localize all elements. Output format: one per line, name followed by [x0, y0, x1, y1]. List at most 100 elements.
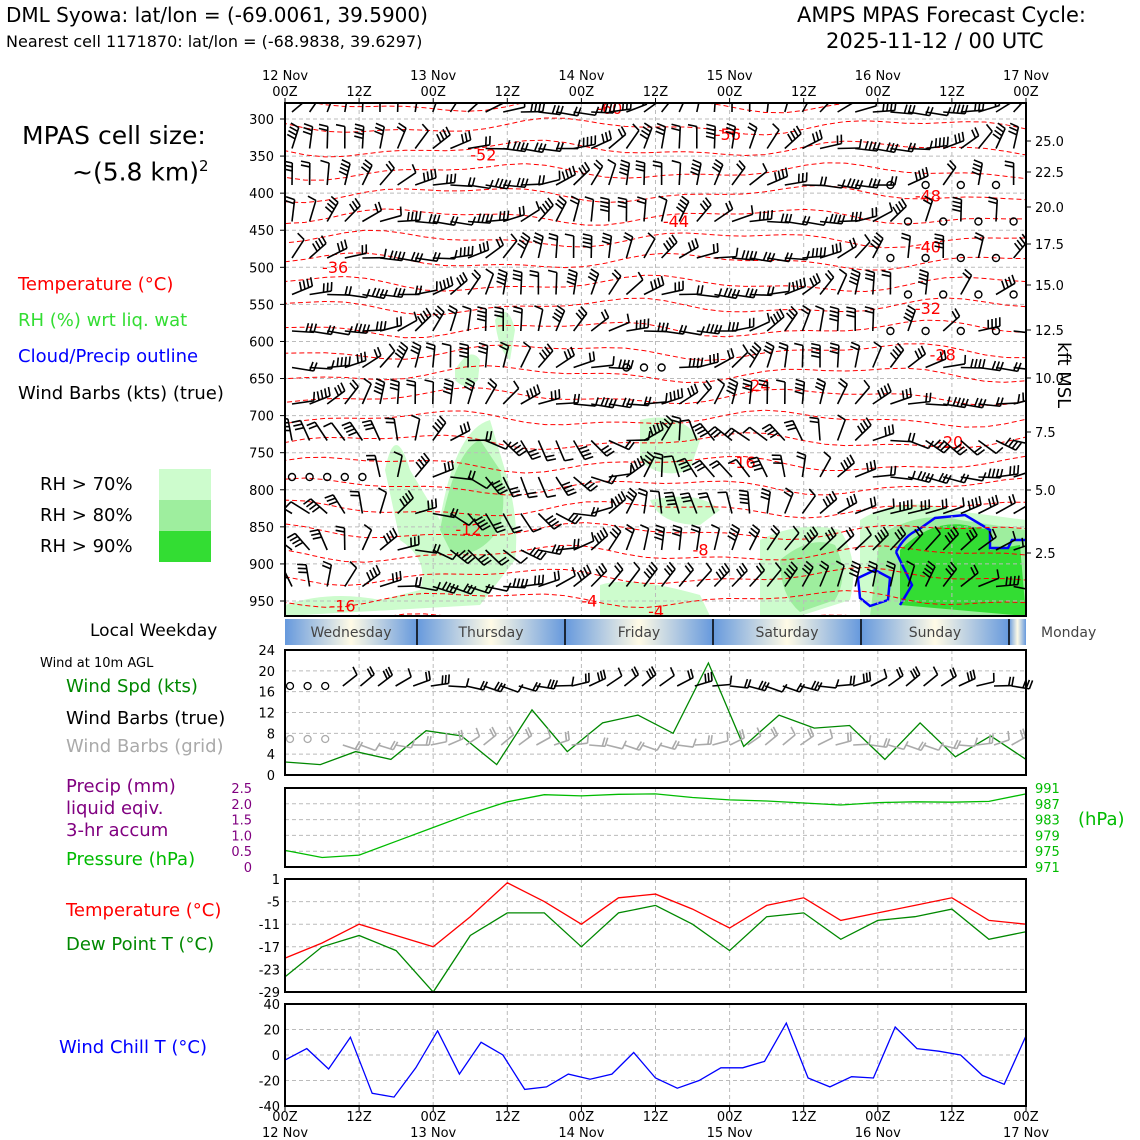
wind-barb-grid-flag — [917, 741, 924, 750]
xsec-wind-barb-flag — [642, 103, 645, 106]
wind-barb-grid — [993, 739, 1010, 746]
xsec-wind-barb — [688, 419, 698, 441]
temperature-contour — [285, 544, 1026, 563]
wind-barbs-grid-label: Wind Barbs (grid) — [66, 736, 224, 757]
xsec-wind-barb-flag — [406, 379, 416, 383]
xsec-wind-barb-flag — [668, 237, 675, 246]
xsec-wind-barb-flag — [823, 247, 827, 257]
xsec-wind-barb — [1013, 366, 1026, 370]
xsec-wind-barb-flag — [991, 468, 996, 478]
xsec-wind-barb-flag — [1008, 130, 1018, 136]
xsec-wind-barb-flag — [496, 280, 506, 286]
bottom-date-label: 17 Nov — [1003, 1126, 1049, 1140]
xsec-wind-barb-flag — [583, 566, 589, 576]
xsec-wind-barb — [625, 279, 644, 296]
xsec-wind-barb-flag — [389, 250, 394, 260]
xsec-wind-barb — [397, 172, 417, 186]
xsec-wind-barb-flag — [1031, 582, 1034, 590]
wind-barb-grid-flag — [846, 732, 850, 742]
xsec-wind-barb — [625, 129, 640, 149]
xsec-wind-barb-flag — [843, 459, 850, 469]
xsec-wind-barb-flag — [697, 492, 707, 495]
xsec-wind-barb-flag — [313, 323, 318, 333]
xsec-wind-barb-flag — [897, 342, 905, 351]
windchill-label: Wind Chill T (°C) — [59, 1037, 207, 1058]
xsec-wind-barb-flag — [518, 206, 522, 217]
xsec-wind-barb — [344, 103, 348, 113]
xsec-wind-barb-flag — [512, 269, 522, 274]
xsec-wind-barb-flag — [895, 203, 902, 213]
xsec-wind-barb-flag — [533, 235, 543, 242]
xsec-wind-barb-flag — [694, 238, 699, 248]
xsec-wind-barb-flag — [700, 357, 704, 367]
weekday-name: Monday — [1041, 625, 1096, 641]
calm-marker — [886, 253, 895, 263]
pressure-tick-label: 850 — [249, 521, 274, 536]
xsec-wind-barb-flag — [863, 379, 871, 388]
xsec-wind-barb-flag — [711, 463, 721, 470]
xsec-wind-barb-flag — [477, 306, 487, 310]
wind-barb-true-flag — [387, 666, 394, 676]
xsec-wind-barb-flag — [1035, 362, 1038, 371]
calm-marker — [903, 290, 913, 299]
xsec-wind-barb-flag — [364, 159, 373, 166]
xsec-wind-barb-flag — [649, 490, 660, 493]
xsec-wind-barb — [678, 103, 685, 113]
xsec-wind-barb-flag — [285, 168, 293, 172]
xsec-wind-barb-flag — [311, 94, 317, 101]
xsec-wind-barb-flag — [629, 464, 632, 474]
top-date-label: 16 Nov — [855, 69, 901, 84]
xsec-wind-barb-flag — [371, 287, 377, 297]
xsec-wind-barb-flag — [267, 502, 273, 509]
xsec-wind-barb-flag — [873, 341, 882, 348]
xsec-wind-barb — [573, 540, 595, 551]
xsec-wind-barb-flag — [769, 432, 779, 439]
calm-marker — [305, 472, 314, 482]
xsec-wind-barb-flag — [327, 87, 335, 92]
temperature-contour — [285, 522, 1026, 541]
xsec-wind-barb-flag — [885, 142, 891, 152]
wind-barb-grid-flag — [671, 740, 678, 749]
xsec-wind-barb-flag — [320, 159, 330, 164]
xsec-wind-barb-flag — [396, 348, 405, 356]
xsec-wind-barb-flag — [325, 94, 333, 99]
xsec-wind-barb-flag — [1001, 280, 1006, 290]
xsec-wind-barb-flag — [909, 387, 912, 397]
wind-barb-true-flag — [796, 682, 803, 692]
xsec-wind-barb-flag — [706, 123, 716, 128]
xsec-wind-barb-flag — [340, 382, 346, 392]
xsec-wind-barb-flag — [513, 380, 520, 389]
xsec-wind-barb-flag — [378, 487, 387, 494]
xsec-wind-barb-flag — [442, 390, 452, 395]
wind-barb-grid-flag — [457, 730, 462, 740]
xsec-wind-barb-flag — [919, 269, 929, 274]
xsec-wind-barb-flag — [569, 199, 579, 205]
wind-barb-true-flag — [366, 668, 373, 677]
xsec-wind-barb — [766, 568, 782, 588]
xsec-wind-barb-flag — [328, 199, 337, 207]
xsec-wind-barb-flag — [653, 452, 663, 456]
xsec-wind-barb-flag — [316, 87, 322, 94]
xsec-wind-barb-flag — [294, 426, 304, 431]
xsec-wind-barb-flag — [1027, 581, 1030, 589]
xsec-wind-barb-flag — [459, 346, 469, 351]
xsec-wind-barb-flag — [1004, 164, 1014, 168]
xsec-wind-barb-flag — [1005, 576, 1008, 586]
xsec-wind-barb-flag — [371, 92, 380, 94]
wind-barb-true-flag — [932, 666, 939, 676]
xsec-wind-barb-flag — [459, 274, 465, 284]
rh-region-5 — [650, 496, 720, 525]
wind-barb-true-flag — [689, 668, 694, 678]
xsec-wind-barb-flag — [705, 379, 713, 389]
xsec-wind-barb-flag — [341, 159, 351, 165]
xsec-wind-barb-flag — [463, 423, 468, 433]
xsec-wind-barb-flag — [629, 398, 635, 408]
xsec-wind-barb-flag — [625, 398, 631, 408]
xsec-wind-barb-flag — [977, 398, 983, 408]
wind-barb-true-flag — [441, 675, 444, 685]
precip-ytick: 2.5 — [231, 782, 252, 797]
xsec-wind-barb-flag — [555, 202, 564, 210]
xsec-wind-barb-flag — [712, 244, 715, 254]
xsec-wind-barb-flag — [431, 499, 434, 509]
xsec-wind-barb-flag — [404, 492, 412, 502]
